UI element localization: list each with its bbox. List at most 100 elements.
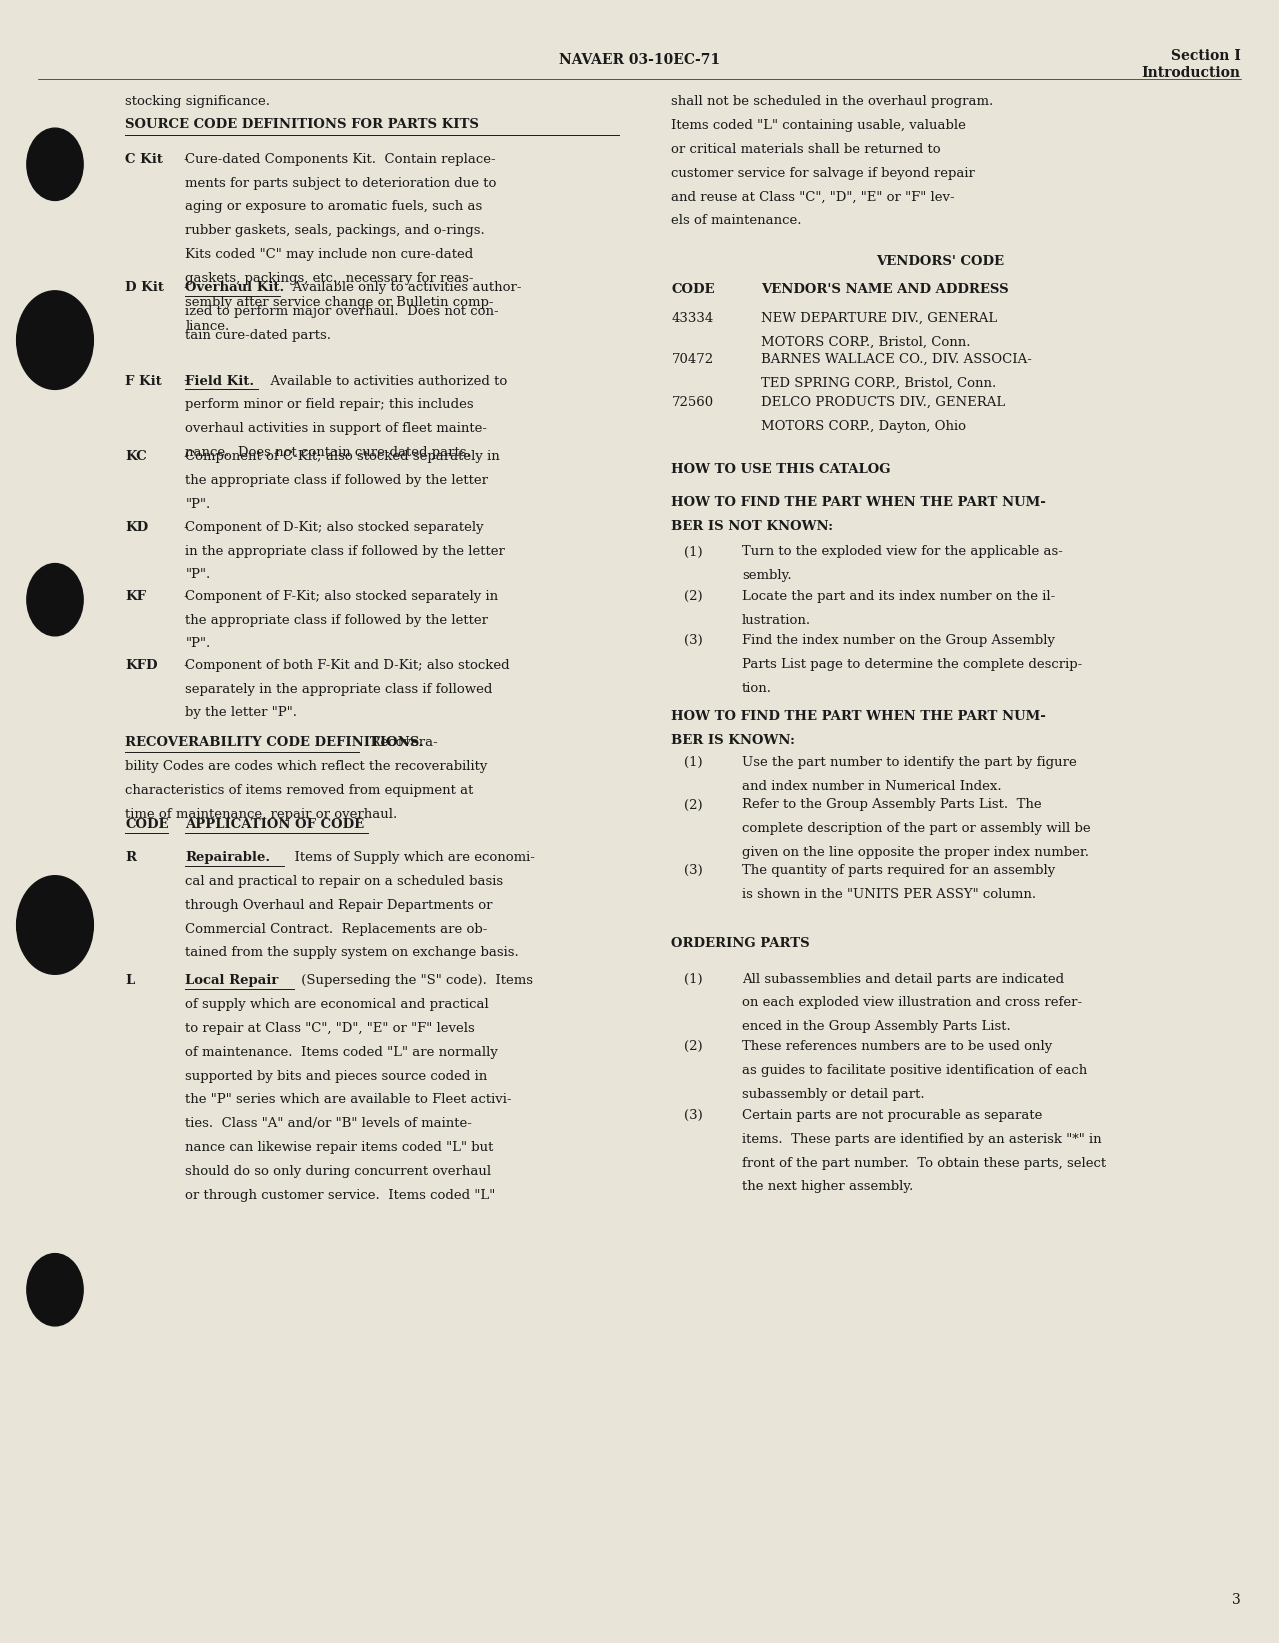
Text: BER IS NOT KNOWN:: BER IS NOT KNOWN: bbox=[671, 519, 834, 532]
Text: HOW TO FIND THE PART WHEN THE PART NUM-: HOW TO FIND THE PART WHEN THE PART NUM- bbox=[671, 496, 1046, 509]
Text: -: - bbox=[183, 281, 188, 294]
Text: Local Repair: Local Repair bbox=[185, 974, 279, 987]
Text: Refer to the Group Assembly Parts List.  The: Refer to the Group Assembly Parts List. … bbox=[742, 798, 1041, 812]
Text: tain cure-dated parts.: tain cure-dated parts. bbox=[185, 329, 331, 342]
Text: -: - bbox=[183, 153, 188, 166]
Text: Overhaul Kit.: Overhaul Kit. bbox=[185, 281, 285, 294]
Text: by the letter "P".: by the letter "P". bbox=[185, 706, 298, 720]
Text: shall not be scheduled in the overhaul program.: shall not be scheduled in the overhaul p… bbox=[671, 95, 994, 108]
Text: "P".: "P". bbox=[185, 498, 211, 511]
Text: Component of D-Kit; also stocked separately: Component of D-Kit; also stocked separat… bbox=[185, 521, 483, 534]
Text: on each exploded view illustration and cross refer-: on each exploded view illustration and c… bbox=[742, 996, 1082, 1009]
Text: tained from the supply system on exchange basis.: tained from the supply system on exchang… bbox=[185, 946, 519, 960]
Text: Available only to activities author-: Available only to activities author- bbox=[284, 281, 522, 294]
Text: Cure-dated Components Kit.  Contain replace-: Cure-dated Components Kit. Contain repla… bbox=[185, 153, 496, 166]
Text: 72560: 72560 bbox=[671, 396, 714, 409]
Text: APPLICATION OF CODE: APPLICATION OF CODE bbox=[185, 818, 365, 831]
Text: 43334: 43334 bbox=[671, 312, 714, 325]
Text: Repairable.: Repairable. bbox=[185, 851, 271, 864]
Text: Find the index number on the Group Assembly: Find the index number on the Group Assem… bbox=[742, 634, 1055, 647]
Text: C Kit: C Kit bbox=[125, 153, 164, 166]
Text: or critical materials shall be returned to: or critical materials shall be returned … bbox=[671, 143, 941, 156]
Text: nance.  Does not contain cure-dated parts.: nance. Does not contain cure-dated parts… bbox=[185, 445, 471, 458]
Text: stocking significance.: stocking significance. bbox=[125, 95, 270, 108]
Text: Commercial Contract.  Replacements are ob-: Commercial Contract. Replacements are ob… bbox=[185, 923, 487, 935]
Text: HOW TO USE THIS CATALOG: HOW TO USE THIS CATALOG bbox=[671, 463, 891, 476]
Text: time of maintenance, repair or overhaul.: time of maintenance, repair or overhaul. bbox=[125, 807, 398, 820]
Text: Parts List page to determine the complete descrip-: Parts List page to determine the complet… bbox=[742, 657, 1082, 670]
Text: complete description of the part or assembly will be: complete description of the part or asse… bbox=[742, 822, 1091, 835]
Text: KD: KD bbox=[125, 521, 148, 534]
Text: bility Codes are codes which reflect the recoverability: bility Codes are codes which reflect the… bbox=[125, 759, 487, 772]
Text: front of the part number.  To obtain these parts, select: front of the part number. To obtain thes… bbox=[742, 1157, 1106, 1170]
Text: NEW DEPARTURE DIV., GENERAL: NEW DEPARTURE DIV., GENERAL bbox=[761, 312, 998, 325]
Circle shape bbox=[27, 1254, 83, 1326]
Text: customer service for salvage if beyond repair: customer service for salvage if beyond r… bbox=[671, 168, 976, 179]
Text: (1): (1) bbox=[684, 756, 703, 769]
Text: All subassemblies and detail parts are indicated: All subassemblies and detail parts are i… bbox=[742, 973, 1064, 986]
Text: the "P" series which are available to Fleet activi-: the "P" series which are available to Fl… bbox=[185, 1094, 512, 1106]
Text: as guides to facilitate positive identification of each: as guides to facilitate positive identif… bbox=[742, 1065, 1087, 1076]
Text: ments for parts subject to deterioration due to: ments for parts subject to deterioration… bbox=[185, 176, 496, 189]
Text: gaskets, packings, etc., necessary for reas-: gaskets, packings, etc., necessary for r… bbox=[185, 271, 475, 284]
Text: sembly after service change or Bulletin comp-: sembly after service change or Bulletin … bbox=[185, 296, 494, 309]
Text: given on the line opposite the proper index number.: given on the line opposite the proper in… bbox=[742, 846, 1088, 859]
Text: rubber gaskets, seals, packings, and o-rings.: rubber gaskets, seals, packings, and o-r… bbox=[185, 223, 485, 237]
Text: R: R bbox=[125, 851, 137, 864]
Text: 70472: 70472 bbox=[671, 353, 714, 366]
Text: of maintenance.  Items coded "L" are normally: of maintenance. Items coded "L" are norm… bbox=[185, 1047, 499, 1058]
Text: through Overhaul and Repair Departments or: through Overhaul and Repair Departments … bbox=[185, 899, 492, 912]
Text: (3): (3) bbox=[684, 864, 703, 877]
Text: -: - bbox=[183, 659, 188, 672]
Text: BARNES WALLACE CO., DIV. ASSOCIA-: BARNES WALLACE CO., DIV. ASSOCIA- bbox=[761, 353, 1032, 366]
Text: lustration.: lustration. bbox=[742, 613, 811, 626]
Text: (2): (2) bbox=[684, 590, 703, 603]
Text: Component of both F-Kit and D-Kit; also stocked: Component of both F-Kit and D-Kit; also … bbox=[185, 659, 510, 672]
Text: Turn to the exploded view for the applicable as-: Turn to the exploded view for the applic… bbox=[742, 545, 1063, 559]
Text: NAVAER 03-10EC-71: NAVAER 03-10EC-71 bbox=[559, 53, 720, 67]
Text: KF: KF bbox=[125, 590, 146, 603]
Text: tion.: tion. bbox=[742, 682, 771, 695]
Text: subassembly or detail part.: subassembly or detail part. bbox=[742, 1088, 925, 1101]
Text: perform minor or field repair; this includes: perform minor or field repair; this incl… bbox=[185, 398, 475, 411]
Text: Introduction: Introduction bbox=[1142, 66, 1241, 81]
Text: characteristics of items removed from equipment at: characteristics of items removed from eq… bbox=[125, 784, 473, 797]
Text: Field Kit.: Field Kit. bbox=[185, 375, 255, 388]
Text: VENDOR'S NAME AND ADDRESS: VENDOR'S NAME AND ADDRESS bbox=[761, 283, 1009, 296]
Text: MOTORS CORP., Bristol, Conn.: MOTORS CORP., Bristol, Conn. bbox=[761, 335, 971, 348]
Text: -: - bbox=[183, 521, 188, 534]
Text: is shown in the "UNITS PER ASSY" column.: is shown in the "UNITS PER ASSY" column. bbox=[742, 887, 1036, 900]
Text: Recovera-: Recovera- bbox=[362, 736, 439, 749]
Text: (Superseding the "S" code).  Items: (Superseding the "S" code). Items bbox=[297, 974, 533, 987]
Text: CODE: CODE bbox=[671, 283, 715, 296]
Text: supported by bits and pieces source coded in: supported by bits and pieces source code… bbox=[185, 1070, 487, 1083]
Text: nance can likewise repair items coded "L" but: nance can likewise repair items coded "L… bbox=[185, 1140, 494, 1153]
Text: items.  These parts are identified by an asterisk "*" in: items. These parts are identified by an … bbox=[742, 1134, 1101, 1145]
Text: (1): (1) bbox=[684, 545, 703, 559]
Text: These references numbers are to be used only: These references numbers are to be used … bbox=[742, 1040, 1053, 1053]
Text: of supply which are economical and practical: of supply which are economical and pract… bbox=[185, 999, 489, 1010]
Text: (2): (2) bbox=[684, 798, 703, 812]
Text: els of maintenance.: els of maintenance. bbox=[671, 215, 802, 227]
Circle shape bbox=[17, 291, 93, 389]
Text: (2): (2) bbox=[684, 1040, 703, 1053]
Text: sembly.: sembly. bbox=[742, 568, 792, 582]
Text: Use the part number to identify the part by figure: Use the part number to identify the part… bbox=[742, 756, 1077, 769]
Text: aging or exposure to aromatic fuels, such as: aging or exposure to aromatic fuels, suc… bbox=[185, 200, 482, 214]
Text: the appropriate class if followed by the letter: the appropriate class if followed by the… bbox=[185, 613, 489, 626]
Text: "P".: "P". bbox=[185, 637, 211, 651]
Text: Items of Supply which are economi-: Items of Supply which are economi- bbox=[286, 851, 536, 864]
Text: "P".: "P". bbox=[185, 568, 211, 582]
Text: RECOVERABILITY CODE DEFINITIONS.: RECOVERABILITY CODE DEFINITIONS. bbox=[125, 736, 423, 749]
Text: liance.: liance. bbox=[185, 319, 230, 332]
Text: ORDERING PARTS: ORDERING PARTS bbox=[671, 937, 810, 950]
Text: Kits coded "C" may include non cure-dated: Kits coded "C" may include non cure-date… bbox=[185, 248, 473, 261]
Text: CODE: CODE bbox=[125, 818, 169, 831]
Text: or through customer service.  Items coded "L": or through customer service. Items coded… bbox=[185, 1190, 496, 1201]
Text: the next higher assembly.: the next higher assembly. bbox=[742, 1180, 913, 1193]
Text: TED SPRING CORP., Bristol, Conn.: TED SPRING CORP., Bristol, Conn. bbox=[761, 376, 996, 389]
Text: (3): (3) bbox=[684, 1109, 703, 1122]
Circle shape bbox=[17, 876, 93, 974]
Text: 3: 3 bbox=[1232, 1592, 1241, 1607]
Text: Component of C-Kit; also stocked separately in: Component of C-Kit; also stocked separat… bbox=[185, 450, 500, 463]
